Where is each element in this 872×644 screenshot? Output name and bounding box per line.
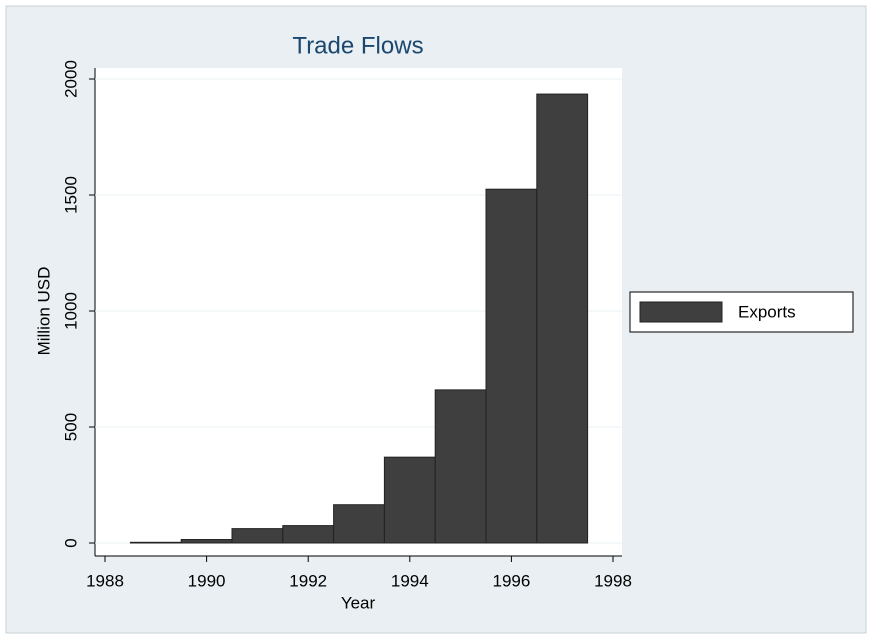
bar	[485, 188, 538, 544]
legend-swatch	[639, 301, 723, 323]
legend-label: Exports	[738, 302, 796, 321]
bar	[180, 539, 233, 544]
bar	[129, 541, 182, 544]
y-tick-label: 1500	[61, 176, 80, 214]
y-tick-label: 0	[61, 538, 80, 547]
x-axis-label: Year	[341, 593, 376, 612]
y-tick-label: 2000	[61, 60, 80, 98]
x-tick-label: 1998	[594, 571, 632, 590]
bar	[282, 525, 335, 544]
bar	[333, 504, 385, 544]
bar	[536, 93, 589, 544]
x-tick-label: 1996	[492, 571, 530, 590]
x-tick-label: 1994	[391, 571, 429, 590]
bar	[383, 456, 436, 544]
y-tick-label: 500	[61, 413, 80, 441]
y-tick-label: 1000	[61, 292, 80, 330]
x-tick-label: 1988	[86, 571, 124, 590]
y-axis-label: Million USD	[34, 267, 53, 356]
chart-title: Trade Flows	[292, 32, 423, 59]
bar	[231, 528, 284, 544]
x-tick-label: 1992	[289, 571, 327, 590]
x-tick-label: 1990	[188, 571, 226, 590]
bar	[434, 389, 487, 544]
